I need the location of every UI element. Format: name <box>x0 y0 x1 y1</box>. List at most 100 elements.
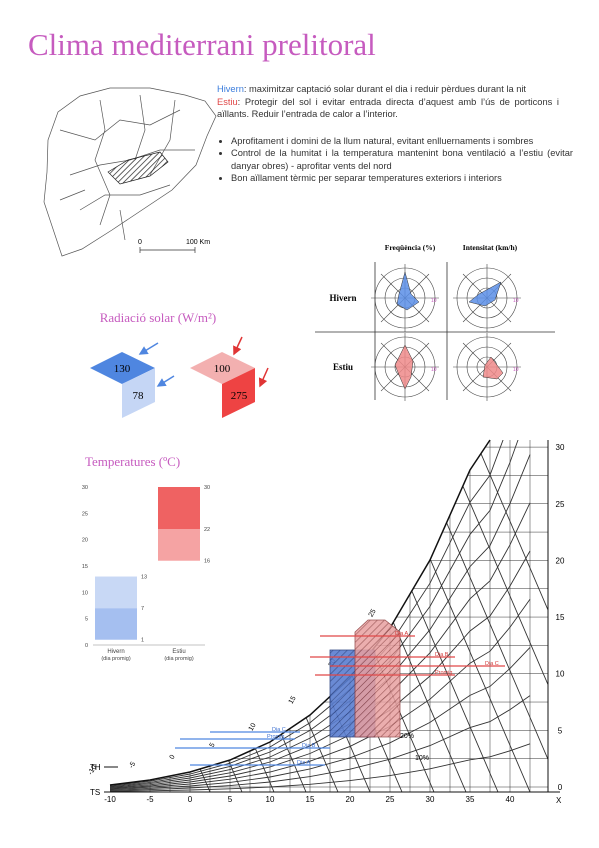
y-tick-label: 20 <box>82 538 88 544</box>
ts-tick-label: 15 <box>306 795 315 804</box>
value-label: 22 <box>204 527 210 533</box>
y-tick-label: 15 <box>82 564 88 570</box>
wind-row: Estiu <box>333 362 353 372</box>
x-tick-label: Hivern <box>107 649 124 655</box>
saturation-curve <box>109 439 491 786</box>
rose-label: 10 <box>513 298 519 304</box>
rh-label: 20% <box>400 733 414 740</box>
radiation-value: 130 <box>114 363 131 375</box>
wind-rose: 10 <box>371 333 439 401</box>
season-label: Hivern <box>217 84 244 94</box>
y-tick-label: 10 <box>82 590 88 596</box>
wind-grid <box>315 262 555 400</box>
wet-bulb-label: 0 <box>169 754 177 761</box>
bar-segment <box>158 529 200 561</box>
winter-line-label: Promig <box>267 734 284 740</box>
right-tick-label: 5 <box>558 726 563 735</box>
radiation-value: 100 <box>214 363 231 375</box>
ts-tick-label: 5 <box>228 795 233 804</box>
value-label: 30 <box>204 485 210 491</box>
x-tick-sublabel: (dia promig) <box>101 656 131 662</box>
wind-header: Freqüència (%) <box>385 243 436 252</box>
axis-label: TS <box>90 788 100 797</box>
enthalpy-line <box>445 440 548 792</box>
enthalpy-line <box>413 440 548 792</box>
map <box>43 87 217 257</box>
rh-curve <box>110 550 531 789</box>
right-tick-label: 15 <box>556 613 565 622</box>
rose-label: 10 <box>431 367 437 373</box>
winter-line-label: Dia A <box>297 760 310 766</box>
bullet: Control de la humitat i la temperatura m… <box>231 147 573 172</box>
rh-label: 10% <box>415 755 429 762</box>
bar-segment <box>95 608 137 640</box>
value-label: 7 <box>141 606 144 612</box>
right-tick-label: 10 <box>556 670 565 679</box>
bar-segment <box>158 487 200 530</box>
intro: Hivern: maximitzar captació solar durant… <box>217 83 559 121</box>
rh-curve <box>110 695 531 792</box>
ts-tick-label: -10 <box>104 795 116 804</box>
rose-label: 10 <box>431 298 437 304</box>
rose-shape <box>394 344 414 390</box>
x-tick-sublabel: (dia promig) <box>164 656 194 662</box>
summer-line-label: Promig <box>435 670 452 676</box>
summer-line-label: Dia A <box>395 631 408 637</box>
scale-label: 0 <box>138 239 142 246</box>
right-tick-label: 25 <box>556 500 565 509</box>
wet-bulb-label: -10 <box>87 764 98 776</box>
wet-bulb-label: 5 <box>209 742 217 749</box>
wet-bulb-label: -5 <box>128 761 137 770</box>
rh-curve <box>110 743 531 792</box>
y-tick-label: 0 <box>85 643 88 649</box>
value-label: 16 <box>204 559 210 565</box>
x-tick-label: Estiu <box>172 649 185 655</box>
y-tick-label: 5 <box>85 617 88 623</box>
bullet-list: Aprofitament i domini de la llum natural… <box>217 135 573 184</box>
winter-line-label: Dia B <box>302 743 316 749</box>
wet-bulb-label: 15 <box>288 695 298 705</box>
grid <box>110 440 548 792</box>
rh-curve <box>110 647 531 791</box>
radiation-value: 78 <box>133 390 145 402</box>
right-tick-label: 0 <box>558 783 563 792</box>
wind-row: Hivern <box>330 293 357 303</box>
intro-summer: Estiu: Protegir del sol i evitar entrada… <box>217 96 559 121</box>
rose-shape <box>482 356 504 380</box>
intro-text: : maximitzar captació solar durant el di… <box>243 84 527 94</box>
summer-line-label: Dia C <box>485 661 499 667</box>
winter-line-label: Dia C <box>272 727 286 733</box>
enthalpy-line <box>381 440 548 792</box>
value-label: 13 <box>141 575 147 581</box>
bullet: Bon aïllament tèrmic per separar tempera… <box>231 172 573 184</box>
intro-text: : Protegir del sol i evitar entrada dire… <box>217 96 559 120</box>
radiation-title: Radiació solar (W/m²) <box>100 310 217 325</box>
ts-tick-label: 35 <box>466 795 475 804</box>
bullet: Aprofitament i domini de la llum natural… <box>231 135 573 147</box>
ts-tick-label: 30 <box>426 795 435 804</box>
intro-winter: Hivern: maximitzar captació solar durant… <box>217 83 559 96</box>
page-title: Clima mediterrani prelitoral <box>28 27 376 62</box>
rose-label: 10 <box>513 367 519 373</box>
ts-tick-label: 0 <box>188 795 193 804</box>
enthalpy-line <box>110 440 243 792</box>
summer-line-label: Dia B <box>435 652 449 658</box>
ts-tick-label: 10 <box>266 795 275 804</box>
right-tick-label: 20 <box>556 556 565 565</box>
wind-rose: 10 <box>453 333 521 401</box>
wind-rose: 10 <box>453 264 521 332</box>
axis-label: X <box>556 796 562 805</box>
y-tick-label: 25 <box>82 511 88 517</box>
radiation-cubes <box>90 336 269 418</box>
y-tick-label: 30 <box>82 485 88 491</box>
wind-rose: 10 <box>371 264 439 332</box>
ts-tick-label: 20 <box>346 795 355 804</box>
right-tick-label: 30 <box>556 443 565 452</box>
ts-tick-label: 25 <box>386 795 395 804</box>
axis-label: TH <box>90 763 101 772</box>
radiation-value: 275 <box>231 390 248 402</box>
value-label: 1 <box>141 638 144 644</box>
